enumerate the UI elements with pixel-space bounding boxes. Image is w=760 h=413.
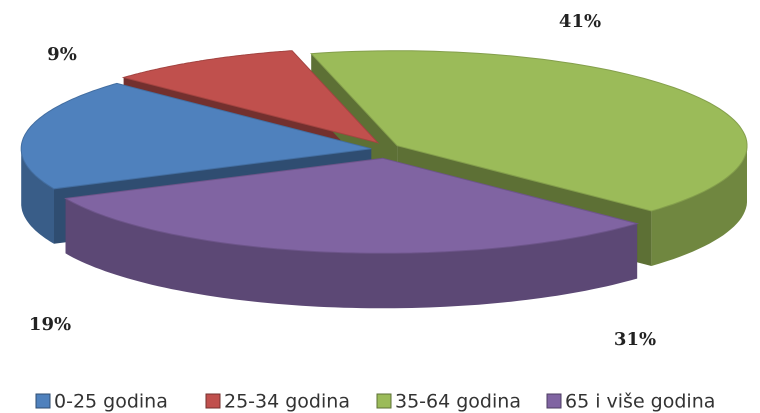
slice <box>310 50 748 212</box>
legend-swatch <box>376 393 392 409</box>
legend-swatch <box>546 393 562 409</box>
legend-label: 0-25 godina <box>54 391 168 413</box>
slice-side <box>651 144 747 266</box>
slice <box>20 82 372 190</box>
legend-swatch <box>35 393 51 409</box>
legend-label: 35-64 godina <box>395 391 521 413</box>
slice <box>64 157 640 254</box>
data-label: 41% <box>559 11 601 32</box>
legend-label: 65 i više godina <box>565 391 715 413</box>
data-label: 19% <box>29 314 71 335</box>
legend-swatch <box>205 393 221 409</box>
slice <box>121 50 380 144</box>
data-label: 31% <box>614 329 656 350</box>
data-label: 9% <box>47 44 77 65</box>
slice-side <box>21 147 54 244</box>
legend-label: 25-34 godina <box>224 391 350 413</box>
